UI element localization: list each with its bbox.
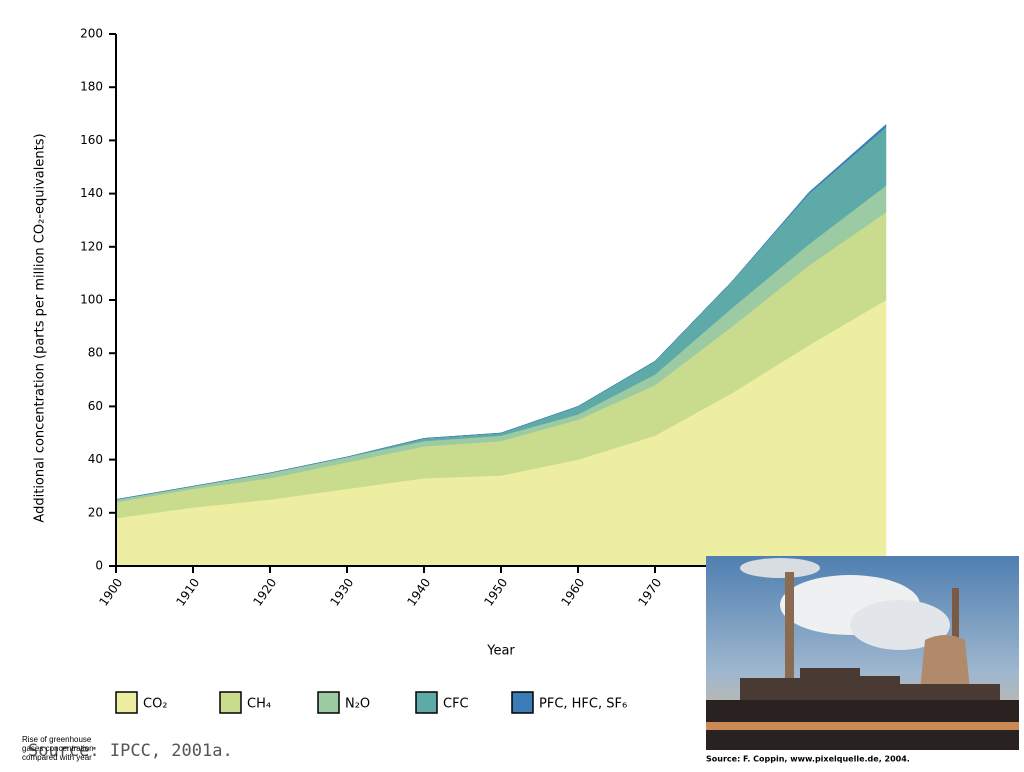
legend-swatch [115,691,138,714]
plant [740,668,1000,700]
legend-label: N₂O [345,697,370,712]
y-tick-label: 40 [88,452,103,466]
caption-box: Rise of greenhouse gases concentration c… [22,735,94,762]
y-tick-label: 0 [95,559,103,573]
caption: Rise of greenhouse gases concentration c… [22,735,94,762]
legend-swatch [219,691,242,714]
legend-label: CO₂ [143,697,168,712]
legend: CO₂ CH₄ N₂O CFC PFC, HFC, SF₆ [115,691,627,714]
x-tick-label: 1950 [481,576,510,609]
y-tick-label: 60 [88,399,103,413]
cooling-tower [920,635,970,690]
y-tick-label: 100 [80,293,103,307]
photo-source: Source: F. Coppin, www.pixelquelle.de, 2… [706,755,910,764]
smoke [850,600,950,650]
legend-label: CH₄ [247,697,271,712]
smoke [740,558,820,578]
legend-label: PFC, HFC, SF₆ [539,697,627,712]
y-tick-label: 160 [80,133,103,147]
legend-label: CFC [443,697,469,712]
y-tick-label: 80 [88,346,103,360]
chimney [785,572,794,682]
y-tick-label: 140 [80,186,103,200]
y-axis-label: Additional concentration (parts per mill… [33,133,48,522]
x-tick-label: 1920 [250,576,279,609]
legend-swatch [511,691,534,714]
x-tick-label: 1910 [173,576,202,609]
y-tick-label: 180 [80,80,103,94]
source: Source: IPCC, 2001a. [28,741,233,761]
water [706,722,1019,730]
x-tick-label: 1960 [558,576,587,609]
y-tick-label: 20 [88,505,103,519]
x-tick-label: 1930 [327,576,356,609]
legend-swatch [317,691,340,714]
x-tick-label: 1970 [635,576,664,609]
x-tick-label: 1940 [404,576,433,609]
y-tick-label: 200 [80,27,103,41]
x-tick-label: 1900 [96,576,125,609]
area [115,123,887,500]
legend-swatch [415,691,438,714]
photo [706,556,1019,750]
x-axis-label: Year [486,644,515,659]
plot-area [115,123,887,567]
y-tick-label: 120 [80,239,103,253]
